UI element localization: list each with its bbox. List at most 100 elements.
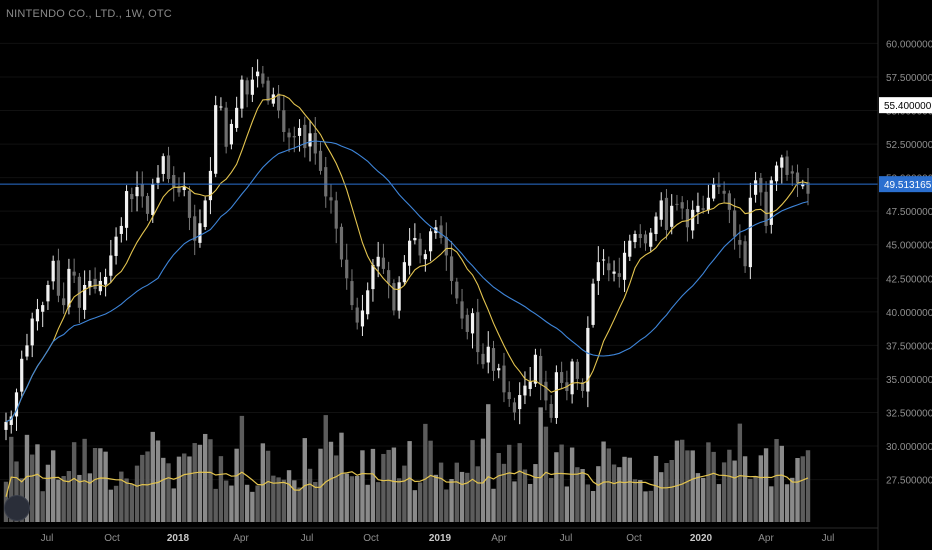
x-tick-label: Apr [758, 533, 774, 544]
volume-bar [334, 455, 339, 522]
volume-bar [218, 456, 224, 522]
volume-bar [784, 484, 790, 522]
y-tick-label: 40.000000 [886, 308, 932, 319]
candle [790, 165, 794, 186]
volume-bar [150, 431, 155, 522]
candle [518, 382, 522, 425]
y-tick-label: 30.000000 [886, 442, 932, 453]
volume-bar [370, 448, 376, 522]
volume-bar [648, 490, 653, 522]
candle [46, 280, 50, 310]
volume-bar [590, 491, 596, 522]
volume-bar [721, 462, 727, 522]
candle [282, 95, 286, 142]
volume-bar [365, 484, 370, 522]
volume-bar [40, 491, 45, 522]
candle [93, 267, 97, 294]
candle [549, 395, 553, 423]
candle [98, 272, 102, 296]
candle [764, 181, 768, 234]
candle [119, 217, 123, 243]
candle [759, 172, 763, 206]
volume-bar [402, 465, 407, 522]
y-tick-label: 32.500000 [886, 408, 932, 419]
volume-bar [35, 444, 40, 522]
candle [240, 75, 244, 118]
candle [586, 316, 590, 408]
volume-bar [391, 447, 397, 522]
volume-bar [501, 463, 507, 522]
candle [465, 308, 469, 340]
candle [124, 185, 129, 241]
tradingview-logo-icon[interactable] [4, 495, 30, 521]
volume-bar [659, 472, 664, 522]
candle [617, 257, 621, 288]
volume-bar [417, 482, 423, 522]
candle [360, 294, 365, 337]
candle [428, 228, 433, 262]
candle [250, 67, 254, 103]
volume-bar [632, 479, 638, 522]
volume-bar [690, 450, 695, 522]
candle [51, 255, 55, 290]
candle [622, 240, 627, 292]
candle [88, 270, 92, 296]
volume-bar [543, 426, 549, 522]
candle [355, 297, 359, 330]
candle [706, 184, 711, 214]
candle [103, 268, 108, 297]
candle [654, 212, 658, 242]
volume-bar [459, 471, 465, 522]
volume-bar [554, 452, 559, 522]
x-tick-label: 2018 [167, 533, 190, 544]
candle [476, 298, 480, 365]
volume-bar [182, 453, 187, 522]
volume-bar [260, 443, 266, 522]
volume-bar [271, 475, 276, 522]
x-tick-label: 2019 [429, 533, 452, 544]
candle [266, 76, 270, 105]
candle [219, 97, 223, 111]
volume-bar [480, 438, 486, 522]
candle [345, 243, 349, 290]
volume-bar [197, 444, 203, 522]
candle [554, 365, 558, 424]
candle [638, 224, 642, 248]
candle [753, 172, 758, 203]
volume-bar [276, 477, 281, 522]
volume-bar [622, 456, 627, 522]
volume-bar [87, 473, 93, 522]
volume-bar [30, 454, 35, 522]
candle [350, 269, 354, 311]
last-price-label-box [879, 97, 932, 114]
volume-bar [360, 450, 365, 522]
volume-bar [323, 415, 328, 522]
candle [743, 235, 747, 273]
y-tick-label: 45.000000 [886, 241, 932, 252]
candle [20, 350, 24, 399]
candle [329, 184, 333, 214]
candle [224, 101, 228, 154]
y-tick-label: 60.000000 [886, 39, 932, 50]
volume-bar [522, 469, 528, 522]
volume-bar [318, 448, 323, 522]
candle [308, 120, 312, 162]
candle [664, 189, 669, 240]
candle [397, 276, 401, 319]
volume-bar [381, 453, 386, 522]
y-tick-label: 35.000000 [886, 375, 932, 386]
candle [256, 59, 260, 88]
volume-bar [742, 456, 748, 522]
candle [507, 381, 511, 407]
volume-bar [71, 442, 77, 522]
candle [596, 246, 600, 295]
candle [271, 87, 275, 107]
y-tick-label: 47.500000 [886, 207, 932, 218]
candle [208, 157, 213, 215]
volume-bar [349, 476, 355, 522]
volume-bar [674, 440, 680, 522]
candle [539, 348, 543, 401]
volume-bar [585, 484, 591, 522]
candle [413, 223, 417, 245]
volume-bar [129, 483, 135, 522]
